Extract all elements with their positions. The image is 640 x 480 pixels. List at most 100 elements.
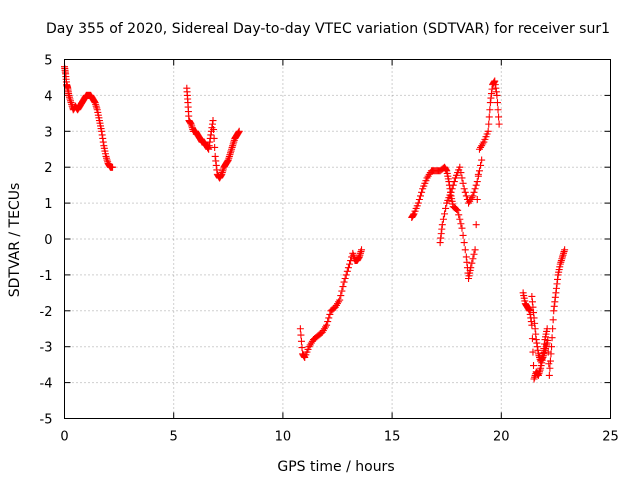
data-point bbox=[461, 188, 469, 196]
data-point bbox=[471, 185, 479, 193]
data-point bbox=[450, 178, 458, 186]
data-point bbox=[473, 196, 481, 204]
data-point bbox=[438, 221, 446, 229]
data-point bbox=[545, 371, 553, 379]
data-point bbox=[469, 255, 477, 263]
data-point bbox=[458, 174, 466, 182]
data-point bbox=[474, 172, 482, 180]
data-point bbox=[326, 310, 334, 318]
y-tick-label: -3 bbox=[40, 341, 53, 356]
y-tick-label: -1 bbox=[40, 269, 53, 284]
data-point bbox=[456, 215, 464, 223]
data-point bbox=[546, 364, 554, 372]
data-point bbox=[459, 179, 467, 187]
data-point bbox=[358, 246, 366, 254]
data-point bbox=[548, 334, 556, 342]
series-arc3 bbox=[296, 246, 366, 361]
data-point bbox=[475, 167, 483, 175]
data-point bbox=[457, 169, 465, 177]
series-arc2 bbox=[183, 84, 243, 182]
x-tick-label: 0 bbox=[60, 430, 68, 445]
series-arc4 bbox=[408, 77, 503, 282]
y-tick-label: 0 bbox=[44, 233, 52, 248]
y-axis-label: SDTVAR / TECUs bbox=[7, 183, 23, 298]
y-tick-label: 2 bbox=[44, 161, 52, 176]
data-point bbox=[456, 163, 464, 171]
data-point bbox=[485, 113, 493, 121]
data-point bbox=[543, 339, 551, 347]
data-point bbox=[530, 362, 538, 370]
data-point bbox=[470, 188, 478, 196]
data-point bbox=[439, 215, 447, 223]
data-point bbox=[495, 120, 503, 128]
data-point bbox=[495, 113, 503, 121]
data-point bbox=[470, 250, 478, 258]
data-point bbox=[296, 325, 304, 333]
x-tick-label: 10 bbox=[275, 430, 292, 445]
data-point bbox=[460, 185, 468, 193]
data-points bbox=[61, 63, 569, 383]
y-tick-labels: -5 -4 -3 -2 -1 0 1 2 3 4 5 bbox=[40, 54, 53, 428]
x-tick-label: 5 bbox=[170, 430, 178, 445]
series-arc7 bbox=[528, 292, 551, 365]
data-point bbox=[416, 192, 424, 200]
data-point bbox=[447, 188, 455, 196]
data-point bbox=[418, 188, 426, 196]
series-arc1 bbox=[61, 63, 117, 171]
data-point bbox=[468, 259, 476, 267]
data-point bbox=[341, 274, 349, 282]
x-tick-label: 25 bbox=[602, 430, 619, 445]
y-tick-label: 3 bbox=[44, 125, 52, 140]
data-point bbox=[459, 231, 467, 239]
data-point bbox=[344, 264, 352, 272]
data-point bbox=[472, 221, 480, 229]
data-point bbox=[478, 156, 486, 164]
y-tick-label: -4 bbox=[40, 377, 53, 392]
y-tick-label: 4 bbox=[44, 89, 52, 104]
data-point bbox=[337, 292, 345, 300]
data-point bbox=[342, 271, 350, 279]
y-tick-label: -2 bbox=[40, 305, 53, 320]
x-tick-label: 15 bbox=[384, 430, 401, 445]
data-point bbox=[209, 117, 217, 125]
data-point bbox=[325, 314, 333, 322]
y-tick-label: 1 bbox=[44, 197, 52, 212]
data-point bbox=[546, 357, 554, 365]
data-point bbox=[528, 335, 536, 343]
data-point bbox=[297, 331, 305, 339]
data-point bbox=[324, 318, 332, 326]
data-point bbox=[441, 210, 449, 218]
data-point bbox=[467, 264, 475, 272]
data-point bbox=[477, 161, 485, 169]
data-point bbox=[461, 246, 469, 254]
series-arc5 bbox=[436, 156, 486, 247]
data-point bbox=[462, 192, 470, 200]
data-point bbox=[549, 325, 557, 333]
data-point bbox=[297, 337, 305, 345]
data-point bbox=[460, 239, 468, 247]
data-point bbox=[323, 321, 331, 329]
x-tick-labels: 0 5 10 15 20 25 bbox=[60, 430, 618, 445]
data-point bbox=[472, 181, 480, 189]
data-point bbox=[454, 206, 462, 214]
data-point bbox=[469, 192, 477, 200]
data-point bbox=[339, 283, 347, 291]
data-point bbox=[486, 106, 494, 114]
data-point bbox=[453, 205, 461, 213]
x-tick-label: 20 bbox=[493, 430, 510, 445]
data-point bbox=[549, 316, 557, 324]
data-point bbox=[473, 178, 481, 186]
data-point bbox=[414, 199, 422, 207]
data-point bbox=[346, 260, 354, 268]
data-point bbox=[561, 246, 569, 254]
y-tick-label: -5 bbox=[40, 413, 53, 428]
data-point bbox=[448, 185, 456, 193]
data-point bbox=[336, 296, 344, 304]
data-point bbox=[211, 143, 219, 151]
data-point bbox=[338, 287, 346, 295]
data-point bbox=[298, 344, 306, 352]
data-point bbox=[415, 196, 423, 204]
data-point bbox=[210, 126, 218, 134]
data-point bbox=[493, 91, 501, 99]
